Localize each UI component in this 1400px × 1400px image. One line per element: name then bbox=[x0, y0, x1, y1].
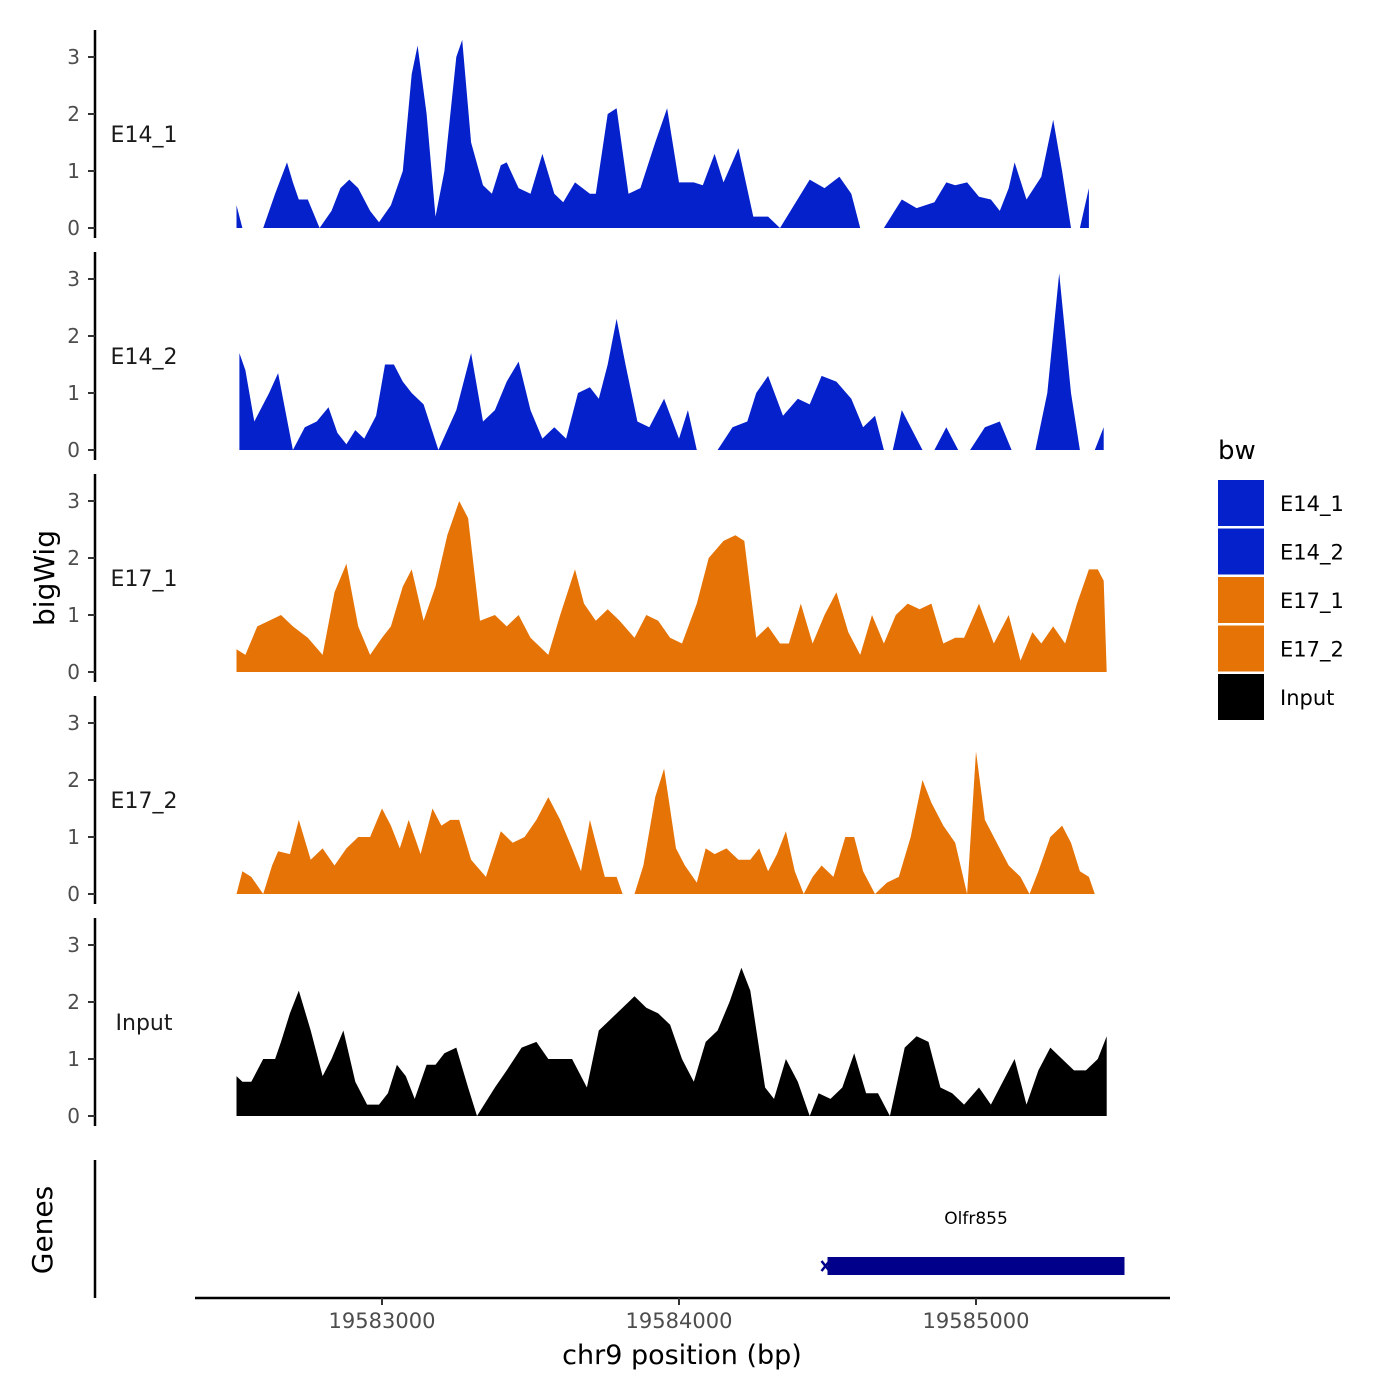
y-tick-label-Input-3: 3 bbox=[67, 933, 80, 957]
y-tick-label-E17_2-0: 0 bbox=[67, 882, 80, 906]
y-tick-label-E14_1-1: 1 bbox=[67, 159, 80, 183]
track-label-E14_2: E14_2 bbox=[111, 345, 178, 370]
track-E14_1: 0 1 2 3 E14_1 bbox=[67, 30, 1089, 240]
gene-arrow-Olfr855 bbox=[820, 1260, 831, 1272]
legend-label-E14_1: E14_1 bbox=[1280, 492, 1344, 517]
y-tick-label-E14_2-2: 2 bbox=[67, 324, 80, 348]
track-label-Input: Input bbox=[116, 1011, 173, 1036]
y-tick-label-E14_1-2: 2 bbox=[67, 102, 80, 126]
genes-track-label: Genes bbox=[26, 1186, 59, 1274]
track-label-E14_1: E14_1 bbox=[111, 123, 178, 148]
gene-label-Olfr855: Olfr855 bbox=[944, 1209, 1008, 1229]
track-Input: 0 1 2 3 Input bbox=[67, 918, 1107, 1128]
y-tick-label-E17_1-2: 2 bbox=[67, 546, 80, 570]
track-E17_2: 0 1 2 3 E17_2 bbox=[67, 696, 1095, 906]
legend-key-E17_1 bbox=[1218, 577, 1264, 623]
gene-body-Olfr855 bbox=[827, 1257, 1125, 1275]
track-label-E17_2: E17_2 bbox=[111, 789, 178, 814]
y-axis-title: bigWig bbox=[28, 530, 61, 626]
track-E17_1: 0 1 2 3 E17_1 bbox=[67, 474, 1107, 684]
y-tick-label-E14_2-0: 0 bbox=[67, 438, 80, 462]
x-axis: 19583000 19584000 19585000 bbox=[195, 1296, 1170, 1333]
y-tick-label-E14_1-0: 0 bbox=[67, 216, 80, 240]
y-tick-label-Input-1: 1 bbox=[67, 1047, 80, 1071]
legend-key-E17_2 bbox=[1218, 625, 1264, 672]
area-Input bbox=[236, 967, 1107, 1116]
x-tick-label: 19585000 bbox=[923, 1309, 1030, 1333]
x-axis-title: chr9 position (bp) bbox=[562, 1340, 802, 1371]
legend-key-E14_1 bbox=[1218, 480, 1264, 526]
y-tick-label-E17_2-3: 3 bbox=[67, 711, 80, 735]
y-tick-label-E17_2-1: 1 bbox=[67, 825, 80, 849]
y-tick-label-E14_1-3: 3 bbox=[67, 45, 80, 69]
y-tick-label-E17_1-0: 0 bbox=[67, 660, 80, 684]
area-E17_2 bbox=[236, 751, 1095, 894]
genes-track: Olfr855 bbox=[93, 1160, 1125, 1298]
legend-label-E17_1: E17_1 bbox=[1280, 589, 1344, 614]
legend-label-E14_2: E14_2 bbox=[1280, 541, 1344, 566]
y-tick-label-Input-0: 0 bbox=[67, 1104, 80, 1128]
x-tick-label: 19583000 bbox=[329, 1309, 436, 1333]
area-E17_1 bbox=[236, 501, 1107, 672]
legend-label-E17_2: E17_2 bbox=[1280, 638, 1344, 663]
y-tick-label-E17_2-2: 2 bbox=[67, 768, 80, 792]
track-E14_2: 0 1 2 3 E14_2 bbox=[67, 252, 1104, 462]
y-tick-label-E14_2-3: 3 bbox=[67, 267, 80, 291]
legend: E14_1 E14_2 E17_1 E17_2 Input bbox=[1218, 480, 1344, 720]
y-tick-label-E17_1-1: 1 bbox=[67, 603, 80, 627]
legend-key-Input bbox=[1218, 674, 1264, 720]
y-tick-label-E17_1-3: 3 bbox=[67, 489, 80, 513]
area-E14_2 bbox=[239, 273, 1104, 450]
y-tick-label-Input-2: 2 bbox=[67, 990, 80, 1014]
tracks-layer: 0 1 2 3 E14_1 0 1 2 3 E14_2 0 1 2 3 E17_1 0 1 2 3 E17_2 0 1 2 3… bbox=[67, 30, 1107, 1128]
track-label-E17_1: E17_1 bbox=[111, 567, 178, 592]
legend-title: bw bbox=[1218, 436, 1256, 466]
area-E14_1 bbox=[236, 39, 1089, 229]
y-tick-label-E14_2-1: 1 bbox=[67, 381, 80, 405]
legend-key-E14_2 bbox=[1218, 528, 1264, 575]
x-tick-label: 19584000 bbox=[626, 1309, 733, 1333]
legend-label-Input: Input bbox=[1280, 686, 1334, 710]
